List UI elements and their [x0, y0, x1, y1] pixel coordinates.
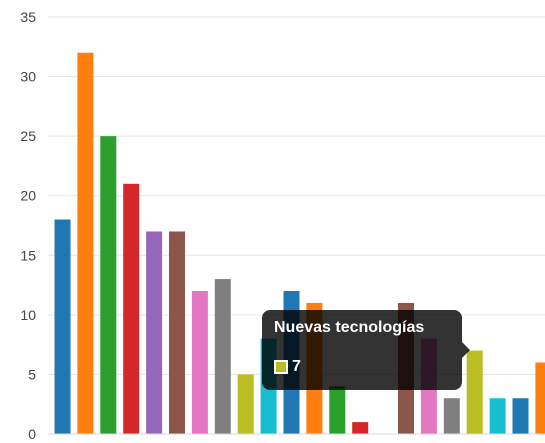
y-tick-label: 25 [20, 128, 36, 144]
tooltip-value-row: 7 [274, 358, 301, 376]
y-tick-label: 10 [20, 307, 36, 323]
tooltip-value: 7 [292, 358, 301, 375]
chart-tooltip: Nuevas tecnologías 7 [262, 310, 470, 390]
bar[interactable] [352, 422, 369, 434]
y-tick-label: 30 [20, 69, 36, 85]
bar[interactable] [146, 231, 163, 434]
bar[interactable] [169, 231, 185, 434]
y-tick-label: 20 [20, 188, 36, 204]
y-tick-label: 5 [28, 366, 36, 382]
bar[interactable] [237, 374, 254, 434]
bar[interactable] [443, 398, 460, 434]
bar[interactable] [191, 291, 208, 434]
bar[interactable] [100, 136, 117, 434]
bar[interactable] [512, 398, 529, 434]
bar[interactable] [466, 350, 483, 434]
y-tick-label: 0 [28, 426, 36, 442]
bar[interactable] [123, 183, 140, 434]
bar[interactable] [329, 386, 346, 434]
bar[interactable] [535, 362, 545, 434]
bar[interactable] [77, 52, 94, 435]
bar[interactable] [489, 398, 506, 434]
y-tick-label: 35 [20, 9, 36, 25]
y-tick-label: 15 [20, 247, 36, 263]
tooltip-color-swatch [274, 360, 288, 374]
bar[interactable] [54, 219, 71, 434]
tooltip-title: Nuevas tecnologías [274, 319, 425, 336]
bar[interactable] [214, 279, 231, 434]
tooltip-caret [462, 342, 470, 358]
